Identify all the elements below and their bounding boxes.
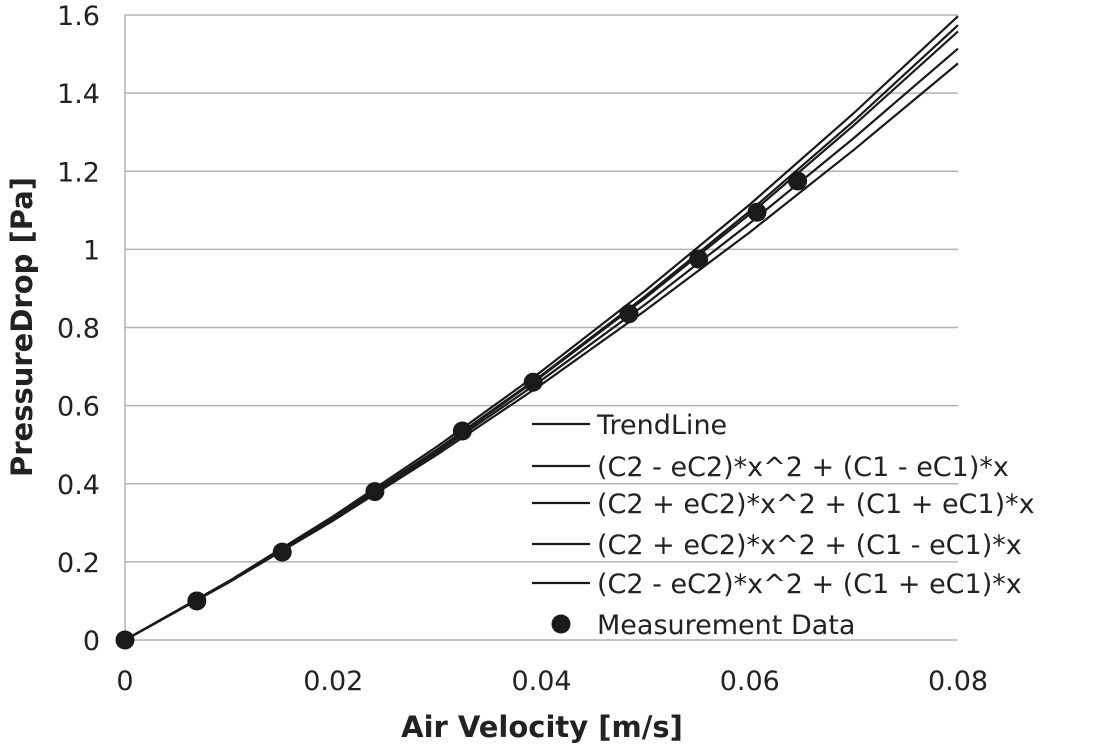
- x-axis-title: Air Velocity [m/s]: [401, 710, 683, 744]
- data-point: [272, 542, 292, 562]
- data-point: [788, 171, 808, 191]
- data-point: [747, 202, 767, 222]
- legend-swatch-5: [551, 614, 571, 634]
- y-axis-title: PressureDrop [Pa]: [5, 177, 39, 477]
- y-tick-label: 1.2: [57, 157, 100, 188]
- y-tick-label: 0.4: [57, 470, 100, 501]
- x-tick-label: 0.02: [303, 666, 363, 697]
- data-point: [115, 630, 135, 650]
- y-tick-label: 0.6: [57, 392, 100, 423]
- legend-label-3: (C2 + eC2)*x^2 + (C1 - eC1)*x: [597, 530, 1022, 561]
- legend-label-2: (C2 + eC2)*x^2 + (C1 + eC1)*x: [597, 489, 1035, 520]
- legend-label-4: (C2 - eC2)*x^2 + (C1 + eC1)*x: [597, 569, 1022, 600]
- x-tick-label: 0.04: [511, 666, 571, 697]
- y-tick-label: 1: [83, 235, 100, 266]
- data-point: [187, 591, 207, 611]
- data-point: [523, 372, 543, 392]
- y-tick-label: 0.2: [57, 548, 100, 579]
- legend-label-0: TrendLine: [596, 410, 727, 441]
- y-tick-label: 1.4: [57, 79, 100, 110]
- data-point: [619, 304, 639, 324]
- data-point: [689, 249, 709, 269]
- y-tick-label: 0: [83, 626, 100, 657]
- y-axis-ticks: 0 0.2 0.4 0.6 0.8 1 1.2 1.4 1.6: [57, 1, 100, 657]
- data-point: [365, 482, 385, 502]
- legend-label-1: (C2 - eC2)*x^2 + (C1 - eC1)*x: [597, 452, 1009, 483]
- data-point: [452, 421, 472, 441]
- y-tick-label: 0.8: [57, 314, 100, 345]
- x-tick-label: 0.06: [720, 666, 780, 697]
- legend: TrendLine (C2 - eC2)*x^2 + (C1 - eC1)*x (C…: [532, 410, 1035, 641]
- x-tick-label: 0: [116, 666, 133, 697]
- legend-label-5: Measurement Data: [597, 610, 855, 641]
- y-tick-label: 1.6: [57, 1, 100, 32]
- plot-area: [115, 15, 959, 650]
- x-axis-ticks: 0 0.02 0.04 0.06 0.08: [116, 666, 988, 697]
- x-tick-label: 0.08: [928, 666, 988, 697]
